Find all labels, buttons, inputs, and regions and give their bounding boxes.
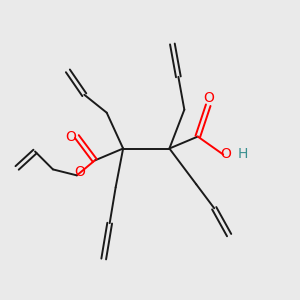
Text: H: H	[237, 147, 248, 160]
Text: O: O	[65, 130, 76, 144]
Text: O: O	[221, 148, 232, 161]
Text: O: O	[74, 165, 85, 179]
Text: O: O	[203, 91, 214, 105]
